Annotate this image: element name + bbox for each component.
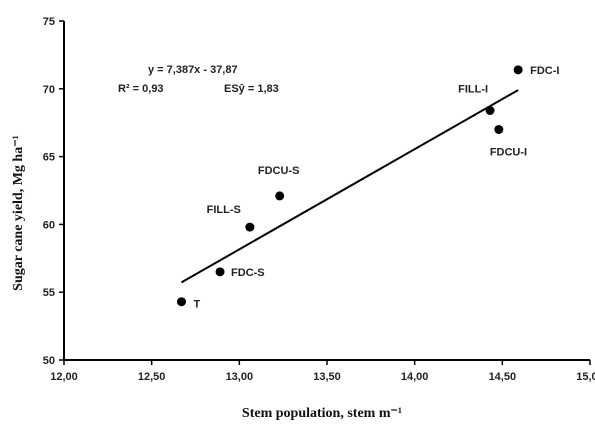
x-tick-label: 15,00 [576,371,595,383]
point-label-fdc-s: FDC-S [231,267,265,279]
standard-error: ESŷ = 1,83 [224,83,279,95]
point-fdc-i [513,65,523,75]
point-label-fdcu-i: FDCU-I [490,146,527,158]
y-axis-title: Sugar cane yield, Mg ha⁻¹ [11,135,26,291]
y-tick-label: 50 [43,355,55,367]
x-axis-title: Stem population, stem m⁻¹ [242,406,402,421]
point-labels: T FDC-S FILL-S FDCU-S FILL-I FDCU-I FDC-I [193,65,559,311]
point-label-fill-i: FILL-I [458,83,488,95]
point-fdc-s [215,267,225,277]
x-tick-label: 14,00 [401,371,429,383]
point-label-t: T [193,299,200,311]
regression [180,89,519,284]
axes [59,20,591,365]
data-points [176,65,523,307]
x-tick-label: 13,50 [313,371,341,383]
point-fdcu-i [494,124,504,134]
tick-labels: 12,00 12,50 13,00 13,50 14,00 14,50 15,00 50 55 6… [43,16,595,383]
y-tick-label: 60 [43,219,55,231]
regression-equation: y = 7,387x - 37,87 [148,64,238,76]
x-tick-label: 12,50 [138,371,166,383]
point-t [176,297,186,307]
point-label-fdc-i: FDC-I [530,65,559,77]
point-fill-s [245,222,255,232]
y-tick-label: 70 [43,84,55,96]
x-tick-label: 14,50 [489,371,517,383]
x-tick-label: 13,00 [226,371,254,383]
y-tick-label: 75 [43,16,55,28]
point-fdcu-s [275,191,285,201]
point-fill-i [485,105,495,115]
r-squared: R² = 0,93 [118,83,164,95]
y-tick-label: 65 [43,152,55,164]
point-label-fill-s: FILL-S [207,204,241,216]
y-tick-label: 55 [43,287,55,299]
x-tick-label: 12,00 [50,371,78,383]
regression-line [180,89,519,284]
point-label-fdcu-s: FDCU-S [258,165,300,177]
